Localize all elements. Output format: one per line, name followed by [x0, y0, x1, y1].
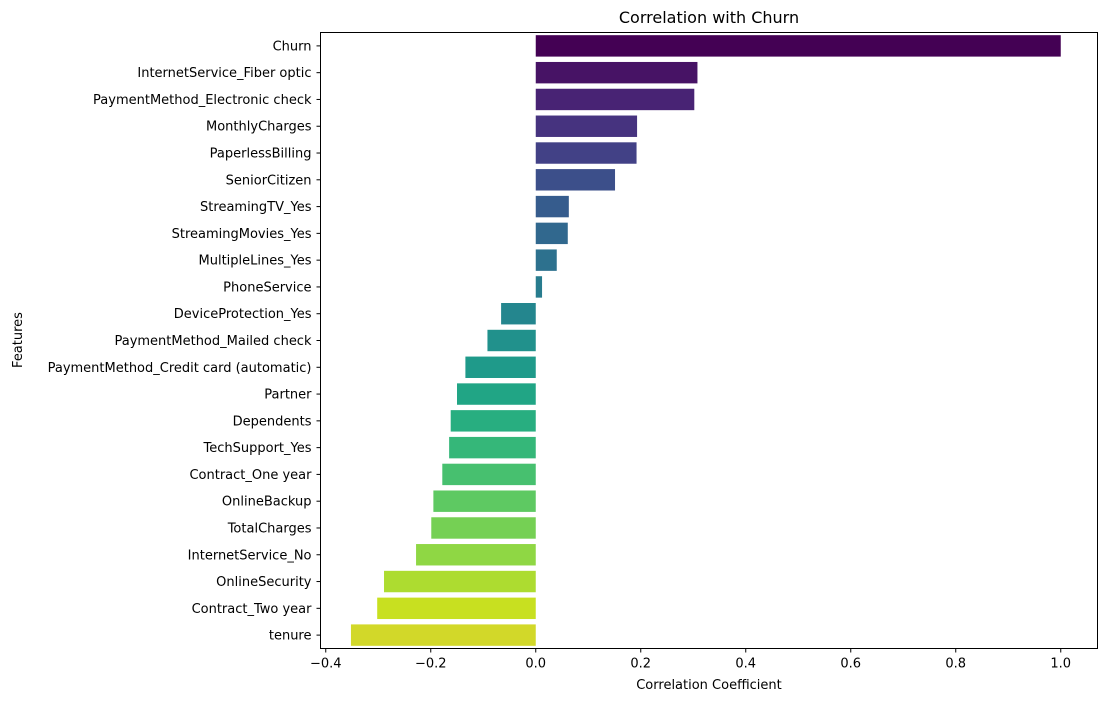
x-tick-label: 0.2 — [630, 657, 651, 672]
bar — [465, 356, 536, 378]
y-tick-label: SeniorCitizen — [226, 173, 312, 188]
y-tick-label: MultipleLines_Yes — [199, 254, 312, 269]
bar — [457, 383, 536, 405]
x-tick-label: 0.0 — [525, 657, 546, 672]
y-tick-label: PaymentMethod_Mailed check — [114, 334, 311, 349]
bar — [377, 597, 536, 620]
x-tick-label: 0.6 — [840, 657, 861, 672]
x-axis-title: Correlation Coefficient — [636, 678, 782, 693]
x-tick-label: 0.4 — [735, 657, 756, 672]
bar — [535, 222, 568, 245]
bar — [442, 463, 536, 486]
bar — [431, 517, 536, 539]
bar — [535, 61, 698, 84]
bar — [487, 329, 536, 352]
y-tick-label: OnlineBackup — [222, 495, 312, 510]
y-tick-label: TechSupport_Yes — [203, 441, 312, 456]
y-tick-label: PhoneService — [223, 280, 311, 295]
bar — [535, 276, 543, 298]
bar — [535, 249, 557, 271]
bar — [535, 88, 695, 111]
bar — [535, 115, 638, 137]
y-tick-label: InternetService_No — [188, 548, 312, 563]
y-tick-label: Dependents — [233, 414, 312, 429]
bars — [350, 35, 1061, 646]
x-tick-label: −0.2 — [415, 657, 447, 672]
bar — [535, 142, 637, 164]
bar — [535, 35, 1061, 57]
x-tick-label: −0.4 — [310, 657, 342, 672]
y-tick-label: StreamingMovies_Yes — [172, 227, 312, 242]
x-tick-label: 1.0 — [1050, 657, 1071, 672]
bar — [350, 624, 536, 646]
y-tick-label: StreamingTV_Yes — [200, 200, 312, 215]
y-tick-label: DeviceProtection_Yes — [174, 307, 312, 322]
y-tick-label: TotalCharges — [227, 521, 312, 536]
y-axis-title: Features — [11, 312, 26, 368]
y-tick-label: PaymentMethod_Electronic check — [93, 93, 312, 108]
y-tick-label: Contract_One year — [189, 468, 312, 483]
y-tick-label: Contract_Two year — [192, 602, 313, 617]
y-tick-label: PaperlessBilling — [210, 147, 312, 162]
y-axis-ticks: Churn InternetService_Fiber optic PaymentM… — [48, 39, 321, 644]
bar — [433, 490, 536, 512]
y-tick-label: InternetService_Fiber optic — [137, 66, 311, 81]
bar — [384, 570, 536, 593]
y-tick-label: tenure — [269, 629, 312, 644]
y-tick-label: OnlineSecurity — [216, 575, 312, 590]
y-tick-label: Churn — [273, 39, 312, 54]
bar — [535, 169, 616, 191]
y-tick-label: PaymentMethod_Credit card (automatic) — [48, 361, 312, 376]
y-tick-label: MonthlyCharges — [206, 120, 312, 135]
bar — [416, 544, 536, 566]
y-tick-label: Partner — [264, 388, 312, 403]
bar — [535, 195, 569, 218]
plot-frame — [320, 32, 1098, 649]
x-tick-label: 0.8 — [945, 657, 966, 672]
bar — [501, 303, 536, 325]
bar — [449, 436, 536, 459]
bar — [450, 410, 536, 432]
x-axis-ticks: −0.4 −0.2 0.0 0.2 0.4 0.6 0.8 1.0 — [310, 648, 1071, 672]
chart-title: Correlation with Churn — [619, 8, 799, 27]
